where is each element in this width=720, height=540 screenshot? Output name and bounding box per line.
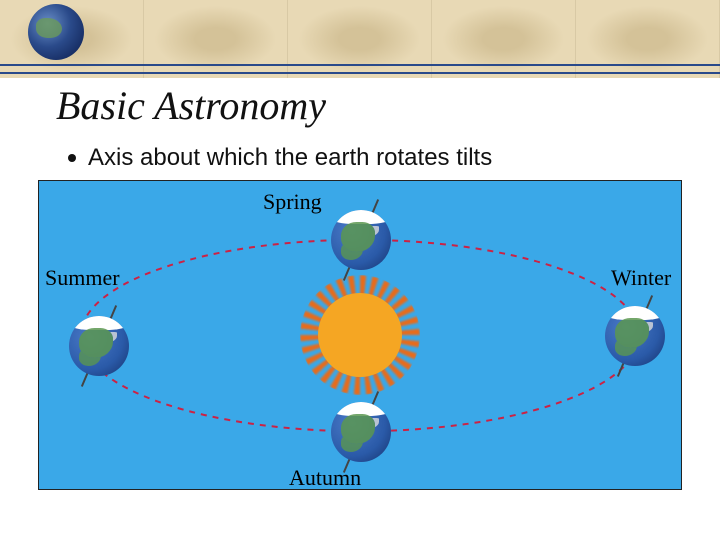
earth-spring <box>331 210 391 270</box>
slide-header <box>0 0 720 78</box>
earth-summer <box>69 316 129 376</box>
label-autumn: Autumn <box>289 465 361 491</box>
earth-autumn <box>331 402 391 462</box>
header-rule-top <box>0 64 720 66</box>
earth-winter <box>605 306 665 366</box>
bullet-text: Axis about which the earth rotates tilts <box>88 144 492 172</box>
label-spring: Spring <box>263 189 322 215</box>
globe-icon <box>28 4 84 60</box>
seasons-diagram: Spring Summer Autumn Winter <box>38 180 682 490</box>
label-summer: Summer <box>45 265 120 291</box>
label-winter: Winter <box>611 265 671 291</box>
slide-title: Basic Astronomy <box>56 82 326 129</box>
bullet-marker-icon <box>68 154 76 162</box>
bullet-item: Axis about which the earth rotates tilts <box>68 144 492 172</box>
header-rule-bottom <box>0 72 720 74</box>
sun-icon <box>318 293 402 377</box>
header-map-strip <box>0 0 720 78</box>
